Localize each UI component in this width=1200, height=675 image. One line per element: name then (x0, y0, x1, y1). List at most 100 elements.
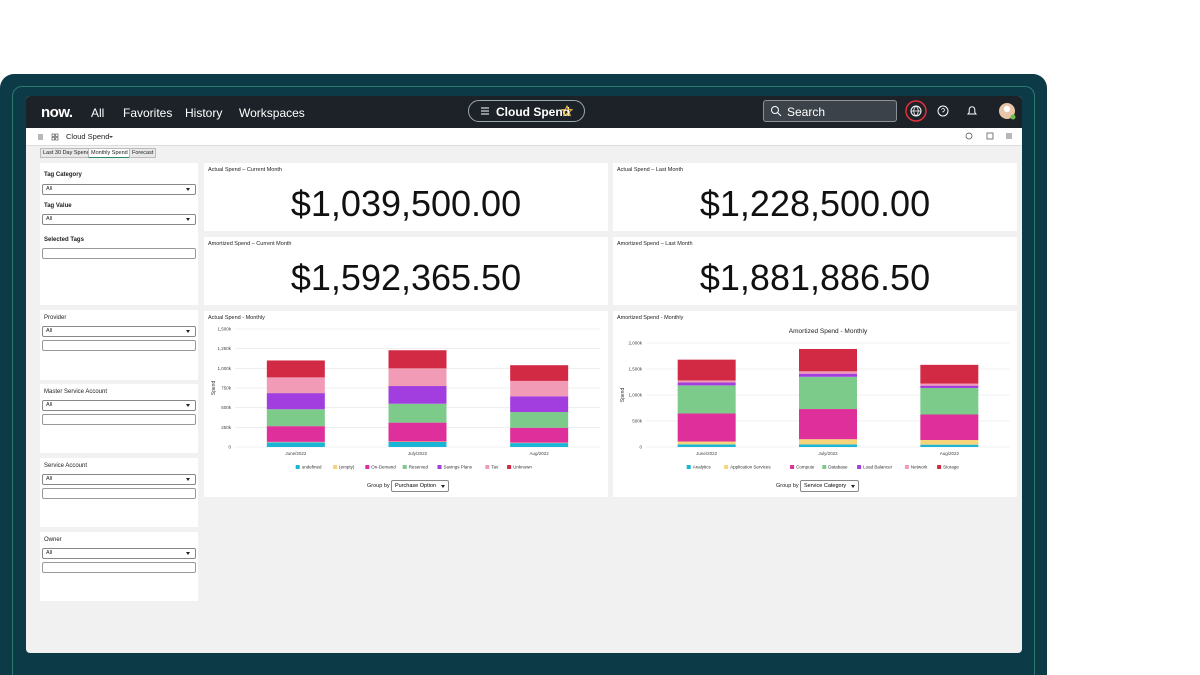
legend-label: Network (911, 465, 928, 470)
y-tick-label: 1,500k (628, 367, 642, 372)
nav-link[interactable]: Workspaces (239, 106, 305, 120)
legend-swatch (686, 465, 691, 469)
legend-swatch (507, 465, 512, 469)
legend-label: Unknown (513, 465, 532, 470)
bar-segment (388, 422, 447, 442)
bar-segment (677, 441, 736, 445)
y-tick-label: 1,000k (217, 366, 231, 371)
x-tick-label: Aug/2022 (940, 451, 960, 456)
bar-segment (799, 373, 857, 377)
chart-card: 0 250k 500k 750k 1,000k 1,250k 1,500k Spend June… (204, 311, 608, 497)
chart-card: 0 500k 1,000k 1,500k 2,000k Spend Amortized Sp… (613, 311, 1017, 497)
legend-swatch (295, 465, 300, 469)
filter-card: Provider All (40, 310, 198, 380)
bell-button[interactable] (966, 106, 978, 115)
x-tick-label: June/2022 (696, 451, 718, 456)
search-box[interactable]: Search (763, 100, 897, 122)
bar-segment (510, 380, 569, 397)
bar-segment (388, 403, 447, 423)
y-tick-label: 1,000k (628, 393, 642, 398)
y-tick-label: 1,250k (217, 346, 231, 351)
legend-label: Application Services (730, 465, 771, 470)
search-icon (771, 106, 782, 117)
bar-segment (799, 371, 857, 374)
filter-input[interactable] (42, 340, 196, 351)
chart-title: Amortized Spend - Monthly (789, 328, 868, 335)
bar-segment (510, 443, 569, 447)
filter-select[interactable]: All (42, 326, 196, 337)
tile-value: $1,881,886.50 (699, 257, 931, 298)
bar-segment (388, 386, 447, 404)
nav-bar: now. All Favorites History Workspaces Cl… (26, 96, 1022, 128)
tile-value: $1,039,500.00 (290, 183, 522, 224)
legend-label: (empty) (339, 465, 355, 470)
y-tick-label: 0 (228, 445, 231, 450)
filter-input[interactable] (42, 414, 196, 425)
filter-input[interactable] (42, 248, 196, 259)
y-axis-label: Spend (211, 381, 217, 396)
x-tick-label: July/2022 (408, 451, 428, 456)
group-by-select[interactable]: Service Category (800, 480, 860, 492)
logo[interactable]: now. (41, 104, 73, 121)
x-tick-label: July/2022 (818, 451, 838, 456)
bar-segment (510, 396, 569, 412)
bar-segment (799, 348, 857, 372)
filter-input[interactable] (42, 488, 196, 499)
nav-link[interactable]: Favorites (123, 106, 173, 120)
globe-button[interactable] (905, 100, 927, 122)
bar-segment (677, 385, 736, 414)
bar-segment (920, 439, 979, 445)
filter-select[interactable]: All (42, 548, 196, 559)
filter-card: Service Account All (40, 458, 198, 527)
bar-segment (920, 444, 979, 447)
bar-segment (677, 444, 736, 447)
bar-segment (677, 382, 736, 386)
tile-value: $1,592,365.50 (290, 257, 522, 298)
bar-segment (388, 441, 447, 447)
legend-label: Analytics (693, 465, 712, 470)
help-button[interactable] (937, 105, 949, 117)
legend-swatch (857, 465, 862, 469)
bar-segment (920, 385, 979, 388)
legend-label: Compute (796, 465, 815, 470)
legend-swatch (437, 465, 442, 469)
tile-label: Amortized Spend – Last Month (617, 241, 693, 247)
legend-swatch (822, 465, 827, 469)
legend-swatch (904, 465, 909, 469)
tab[interactable]: Forecast (129, 148, 157, 158)
bar-segment (677, 359, 736, 381)
kpi-tile: Amortized Spend – Current Month $1,592,36… (204, 237, 608, 305)
tab[interactable]: Monthly Spend (88, 148, 131, 158)
nav-link[interactable]: History (185, 106, 223, 120)
filter-card: Tag Category All Tag Value All Selected … (40, 163, 198, 305)
filter-select[interactable]: All (42, 214, 196, 225)
workspace-pill[interactable]: Cloud Spend (468, 100, 585, 122)
legend-label: Load Balancer (863, 465, 893, 470)
bar-segment (266, 442, 325, 447)
bar-segment (266, 409, 325, 427)
chart: 0 500k 1,000k 1,500k 2,000k Spend Amortized Sp… (620, 328, 1010, 470)
filter-label: Selected Tags (44, 237, 84, 243)
filter-select[interactable]: All (42, 474, 196, 485)
caret (109, 136, 113, 138)
star-icon[interactable] (561, 105, 573, 117)
bar-segment (920, 387, 979, 415)
bar-segment (677, 413, 736, 442)
y-tick-label: 500k (632, 419, 643, 424)
dashboard-title[interactable]: Cloud Spend (66, 132, 110, 141)
filter-input[interactable] (42, 562, 196, 573)
bar-segment (799, 409, 857, 440)
tab[interactable]: Last 30 Day Spend (40, 148, 93, 158)
bar-segment (920, 414, 979, 440)
y-tick-label: 1,500k (217, 327, 231, 332)
bar-segment (510, 427, 569, 443)
filter-card: Owner All (40, 532, 198, 601)
filter-select[interactable]: All (42, 400, 196, 411)
legend-swatch (937, 465, 942, 469)
legend-label: undefined (302, 465, 322, 470)
filter-select[interactable]: All (42, 184, 196, 195)
bar-segment (677, 380, 736, 383)
group-by-select[interactable]: Purchase Option (391, 480, 449, 492)
nav-link[interactable]: All (91, 106, 105, 120)
